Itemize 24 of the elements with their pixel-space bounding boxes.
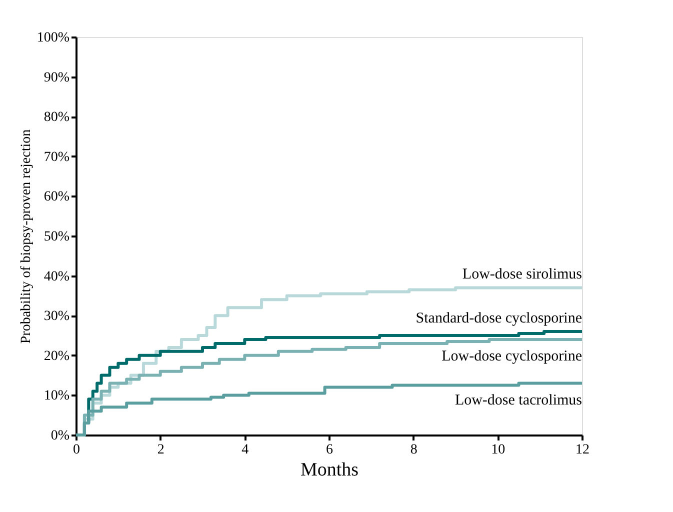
y-tick-label: 60% bbox=[44, 190, 70, 205]
y-tick-label: 100% bbox=[36, 30, 70, 46]
x-tick-label: 2 bbox=[157, 442, 164, 458]
y-axis-title: Probability of biopsy-proven rejection bbox=[18, 129, 34, 344]
y-tick-label: 30% bbox=[44, 309, 70, 324]
y-tick-label: 40% bbox=[44, 269, 70, 284]
x-tick-label: 12 bbox=[576, 442, 590, 458]
series-label: Standard-dose cyclosporine bbox=[416, 310, 582, 327]
y-tick-label: 90% bbox=[44, 70, 70, 86]
y-tick-label: 10% bbox=[44, 388, 70, 404]
y-tick-label: 80% bbox=[44, 110, 70, 126]
x-tick-label: 0 bbox=[73, 442, 80, 458]
x-tick-label: 6 bbox=[326, 442, 333, 458]
y-tick-label: 70% bbox=[44, 150, 70, 165]
y-tick-label: 50% bbox=[44, 230, 70, 244]
x-tick-label: 8 bbox=[410, 442, 418, 458]
x-tick-label: 10 bbox=[491, 442, 506, 458]
y-tick-label: 20% bbox=[44, 348, 70, 364]
series-label: Low-dose cyclosporine bbox=[442, 348, 582, 364]
series-label: Low-dose tacrolimus bbox=[454, 392, 582, 408]
series-label: Low-dose sirolimus bbox=[462, 266, 582, 283]
y-tick-label: 0% bbox=[50, 428, 70, 444]
x-axis-title: Months bbox=[300, 460, 359, 480]
x-tick-label: 4 bbox=[242, 442, 249, 458]
